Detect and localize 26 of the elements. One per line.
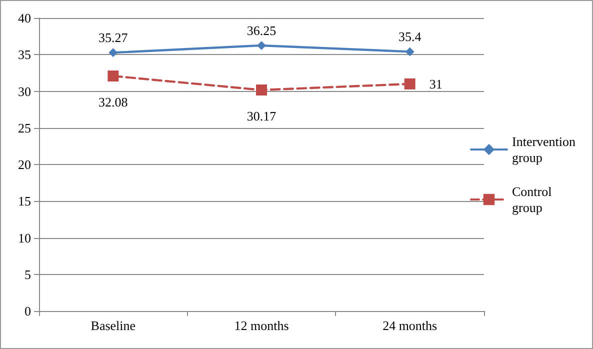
point	[404, 78, 416, 90]
y-tick-label: 40	[18, 10, 31, 26]
data-label: 35.4	[398, 29, 422, 44]
y-tick-label: 35	[18, 47, 31, 62]
point	[256, 84, 267, 96]
x-tick-label: 12 months	[234, 318, 289, 333]
y-tick-label: 15	[18, 194, 31, 209]
data-label: 36.25	[246, 22, 276, 38]
point	[108, 70, 119, 82]
y-tick-label: 10	[18, 230, 31, 246]
y-tick-label: 20	[18, 157, 31, 172]
data-label: 30.17	[246, 108, 277, 124]
data-label: 32.08	[98, 94, 128, 110]
legend-label: Control group	[512, 184, 555, 215]
y-tick-label: 30	[18, 84, 31, 99]
point	[257, 40, 266, 50]
y-tick-label: 0	[24, 304, 31, 318]
legend-label: Intervention group	[512, 134, 579, 165]
y-tick-label: 5	[24, 266, 31, 282]
point	[405, 47, 414, 56]
data-label: 35.27	[98, 30, 128, 46]
y-tick-label: 25	[18, 120, 31, 136]
point	[108, 48, 118, 58]
x-tick-label: Baseline	[90, 318, 136, 333]
data-label: 31	[429, 76, 442, 92]
x-tick-label: 24 months	[382, 318, 438, 333]
